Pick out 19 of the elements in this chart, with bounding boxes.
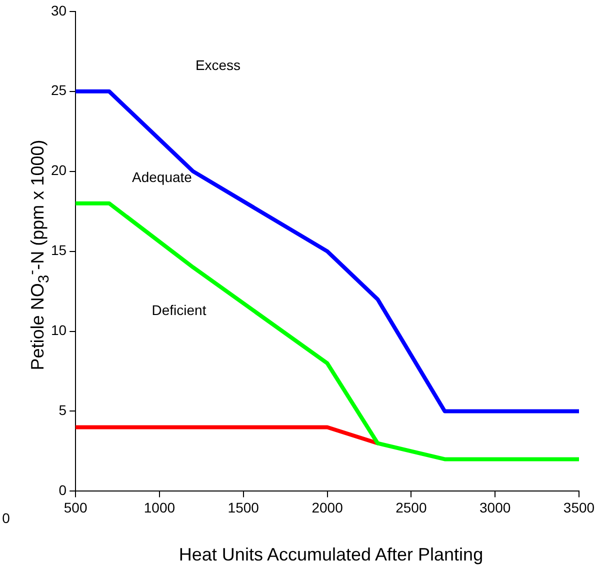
x-tick-label: 1000 [144, 499, 176, 516]
x-axis-title: Heat Units Accumulated After Planting [178, 544, 484, 566]
y-tick-label: 15 [50, 242, 67, 258]
x-tick-label: 2000 [312, 499, 344, 516]
annotation: Excess [195, 57, 241, 73]
y-tick-label: 5 [58, 402, 67, 418]
x-tick-label: 3000 [480, 499, 511, 516]
y-tick-label: 10 [50, 322, 67, 338]
y-tick-label: 25 [50, 82, 67, 98]
annotation: Deficient [152, 302, 206, 318]
text: 0 [2, 510, 10, 526]
y-tick-label: 20 [50, 162, 67, 178]
x-tick-label: 1500 [228, 499, 260, 516]
y-tick-label: 0 [58, 482, 67, 498]
x-tick-label: 500 [64, 499, 88, 516]
annotation: Adequate [132, 169, 192, 185]
y-tick-label: 30 [50, 2, 67, 18]
x-tick-label: 2500 [396, 499, 427, 516]
x-tick-label: 3500 [563, 499, 595, 516]
